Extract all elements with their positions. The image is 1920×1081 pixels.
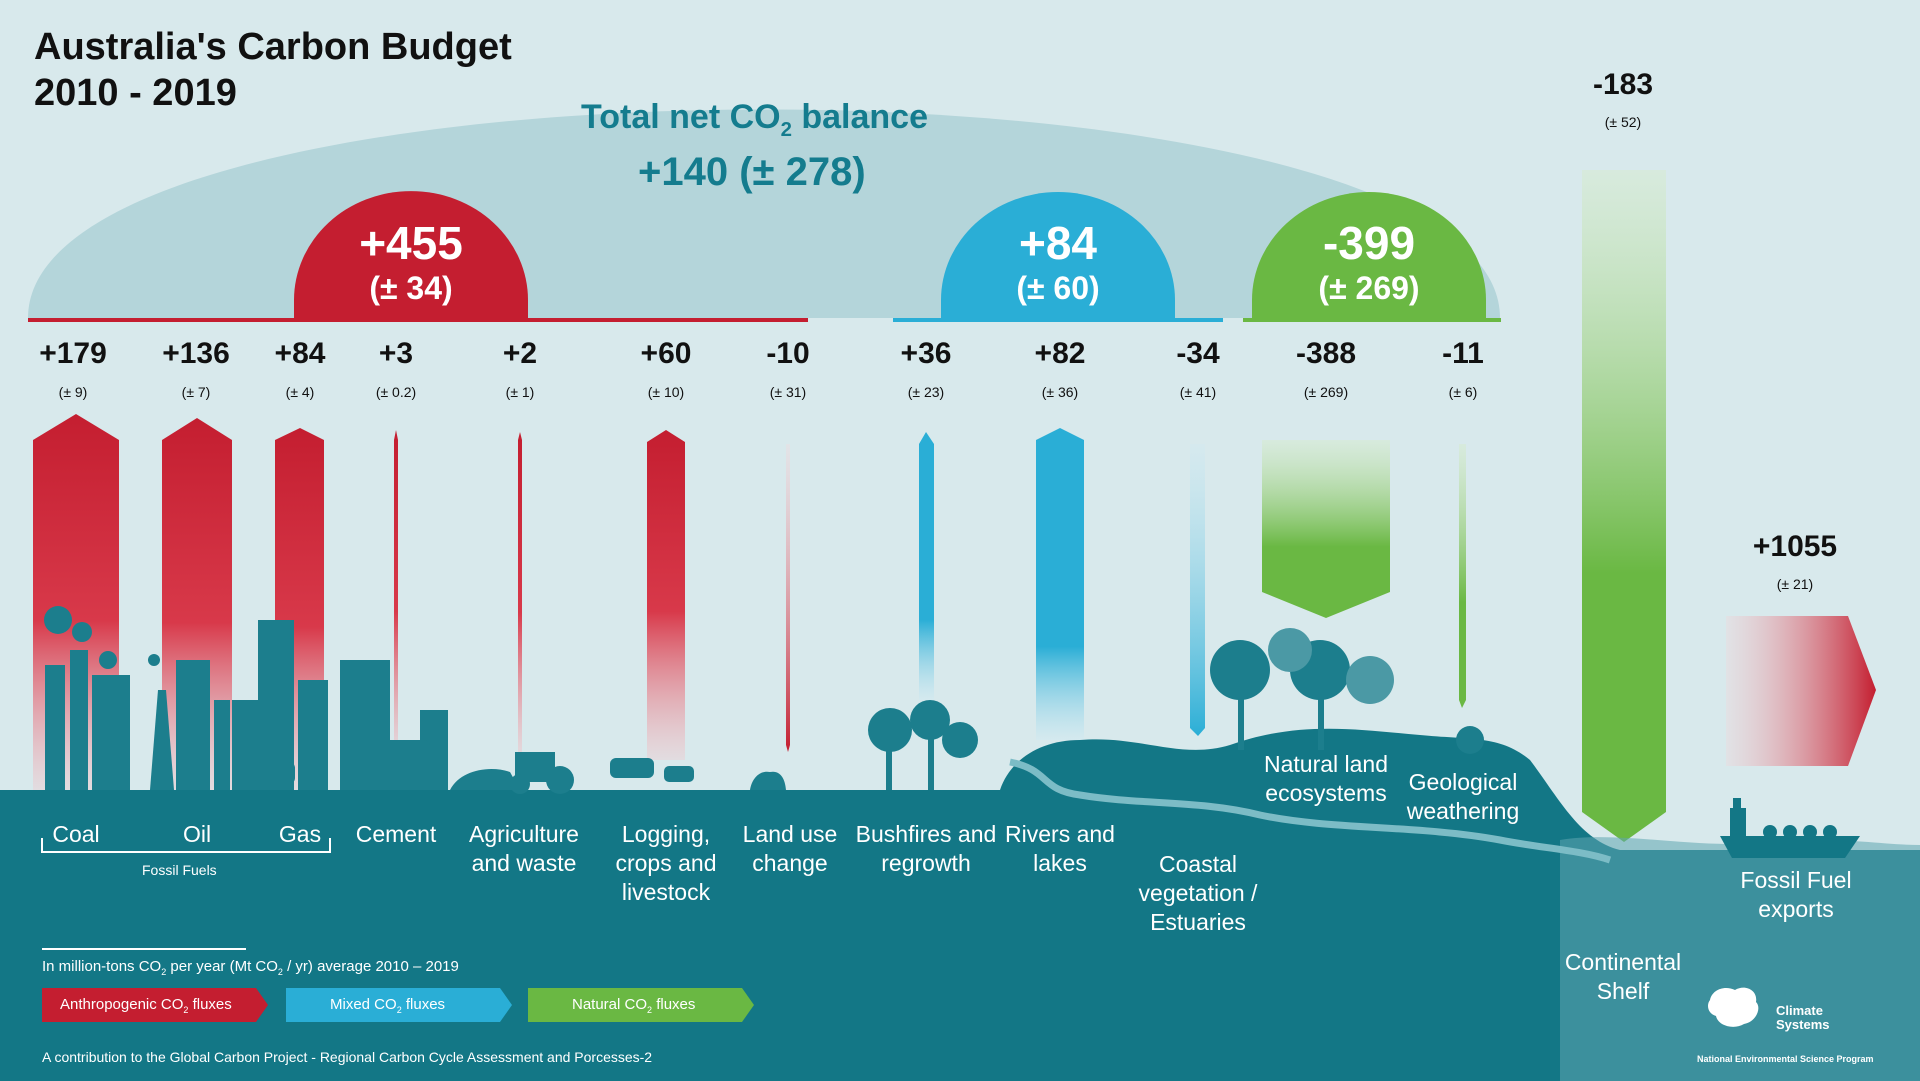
rivers-uncertainty: (± 36) bbox=[1041, 384, 1079, 400]
rivers-arrow bbox=[1036, 428, 1084, 740]
bushfires-value: +36 bbox=[900, 337, 952, 370]
exports-arrow bbox=[1726, 616, 1876, 766]
city-skyline bbox=[44, 606, 448, 790]
land-use-arrow bbox=[786, 444, 790, 752]
coastal-uncertainty: (± 41) bbox=[1179, 384, 1217, 400]
anthropogenic-dome bbox=[294, 191, 528, 318]
coal-label: Coal bbox=[52, 821, 100, 847]
oil-value: +136 bbox=[162, 337, 230, 370]
natural-total: -399 (± 269) bbox=[1318, 217, 1420, 306]
logging-label: Logging, crops and livestock bbox=[615, 821, 717, 905]
trees-silhouettes bbox=[868, 628, 1484, 790]
anthropogenic-total: +455 (± 34) bbox=[359, 217, 463, 306]
cement-value: +3 bbox=[378, 337, 414, 370]
shelf-value: -183 bbox=[1592, 68, 1654, 101]
footer-credit: A contribution to the Global Carbon Proj… bbox=[42, 1049, 653, 1065]
gas-label: Gas bbox=[278, 821, 322, 847]
ocean bbox=[1560, 837, 1920, 1081]
units-note: In million-tons CO2 per year (Mt CO2 / y… bbox=[42, 958, 459, 977]
coal-uncertainty: (± 9) bbox=[58, 384, 88, 400]
logo-program: National Environmental Science Program bbox=[1697, 1054, 1874, 1064]
agriculture-label: Agriculture and waste bbox=[469, 821, 579, 876]
agriculture-uncertainty: (± 1) bbox=[505, 384, 535, 400]
gas-value: +84 bbox=[274, 337, 326, 370]
legend-anthropogenic: Anthropogenic CO2 fluxes bbox=[60, 996, 232, 1015]
fossil-fuels-bracket bbox=[41, 838, 331, 853]
legend-mixed: Mixed CO2 fluxes bbox=[330, 996, 446, 1015]
legend-anthro-arrow bbox=[42, 988, 268, 1022]
oil-uncertainty: (± 7) bbox=[181, 384, 211, 400]
legend-natural: Natural CO2 fluxes bbox=[572, 996, 696, 1015]
exports-label: Fossil Fuel exports bbox=[1740, 867, 1852, 922]
natural-land-uncertainty: (± 269) bbox=[1303, 384, 1349, 400]
shelf-uncertainty: (± 52) bbox=[1604, 114, 1642, 130]
bushfires-label: Bushfires and regrowth bbox=[855, 821, 997, 876]
rivers-label: Rivers and lakes bbox=[1005, 821, 1115, 876]
oil-label: Oil bbox=[182, 821, 212, 847]
climate-systems-logo-icon bbox=[1708, 987, 1759, 1027]
total-balance-value: +140 (± 278) bbox=[638, 150, 866, 194]
ship-icon bbox=[1720, 798, 1860, 858]
logging-value: +60 bbox=[640, 337, 692, 370]
natural-land-label: Natural land ecosystems bbox=[1263, 751, 1389, 806]
estuary-river bbox=[1009, 758, 1612, 864]
natural-land-arrow bbox=[1262, 440, 1390, 618]
land-use-value: -10 bbox=[766, 337, 810, 370]
cement-arrow bbox=[394, 430, 398, 760]
logging-arrow bbox=[647, 430, 685, 760]
exports-uncertainty: (± 21) bbox=[1776, 576, 1814, 592]
coastal-label: Coastal vegetation / Estuaries bbox=[1138, 851, 1258, 935]
logging-uncertainty: (± 10) bbox=[647, 384, 685, 400]
legend-mixed-arrow bbox=[286, 988, 512, 1022]
natural-land-value: -388 bbox=[1295, 337, 1357, 370]
title-line-2: 2010 - 2019 bbox=[34, 72, 237, 114]
land-use-label: Land use change bbox=[742, 821, 838, 876]
geological-arrow bbox=[1459, 444, 1466, 708]
agriculture-value: +2 bbox=[502, 337, 538, 370]
natural-dome bbox=[1252, 192, 1486, 318]
geological-uncertainty: (± 6) bbox=[1448, 384, 1478, 400]
land-use-uncertainty: (± 31) bbox=[769, 384, 807, 400]
coastal-value: -34 bbox=[1176, 337, 1220, 370]
coal-value: +179 bbox=[39, 337, 107, 370]
gas-uncertainty: (± 4) bbox=[285, 384, 315, 400]
total-balance-label: Total net CO2 balance bbox=[581, 98, 929, 141]
shelf-label: Continental Shelf bbox=[1564, 949, 1682, 1004]
mixed-dome bbox=[941, 192, 1175, 318]
cement-uncertainty: (± 0.2) bbox=[375, 384, 417, 400]
geological-value: -11 bbox=[1442, 337, 1484, 370]
exports-value: +1055 bbox=[1752, 530, 1838, 563]
logo-name: Climate Systems bbox=[1776, 1003, 1830, 1032]
mixed-base-line bbox=[893, 318, 1223, 322]
fossil-fuels-label: Fossil Fuels bbox=[142, 862, 217, 878]
natural-base-line bbox=[1243, 318, 1501, 322]
anthropogenic-base-line bbox=[28, 318, 808, 322]
legend-natural-arrow bbox=[528, 988, 754, 1022]
units-line bbox=[42, 948, 246, 950]
geological-label: Geological weathering bbox=[1406, 769, 1520, 824]
agriculture-arrow bbox=[518, 432, 522, 760]
title-line-1: Australia's Carbon Budget bbox=[34, 26, 512, 68]
farm-silhouettes bbox=[450, 752, 786, 794]
cement-label: Cement bbox=[355, 821, 437, 847]
shelf-arrow bbox=[1582, 170, 1666, 842]
bushfires-uncertainty: (± 23) bbox=[907, 384, 945, 400]
rivers-value: +82 bbox=[1034, 337, 1086, 370]
coastal-arrow bbox=[1190, 444, 1205, 736]
bushfires-arrow bbox=[919, 432, 934, 700]
mixed-total: +84 (± 60) bbox=[1016, 217, 1100, 306]
